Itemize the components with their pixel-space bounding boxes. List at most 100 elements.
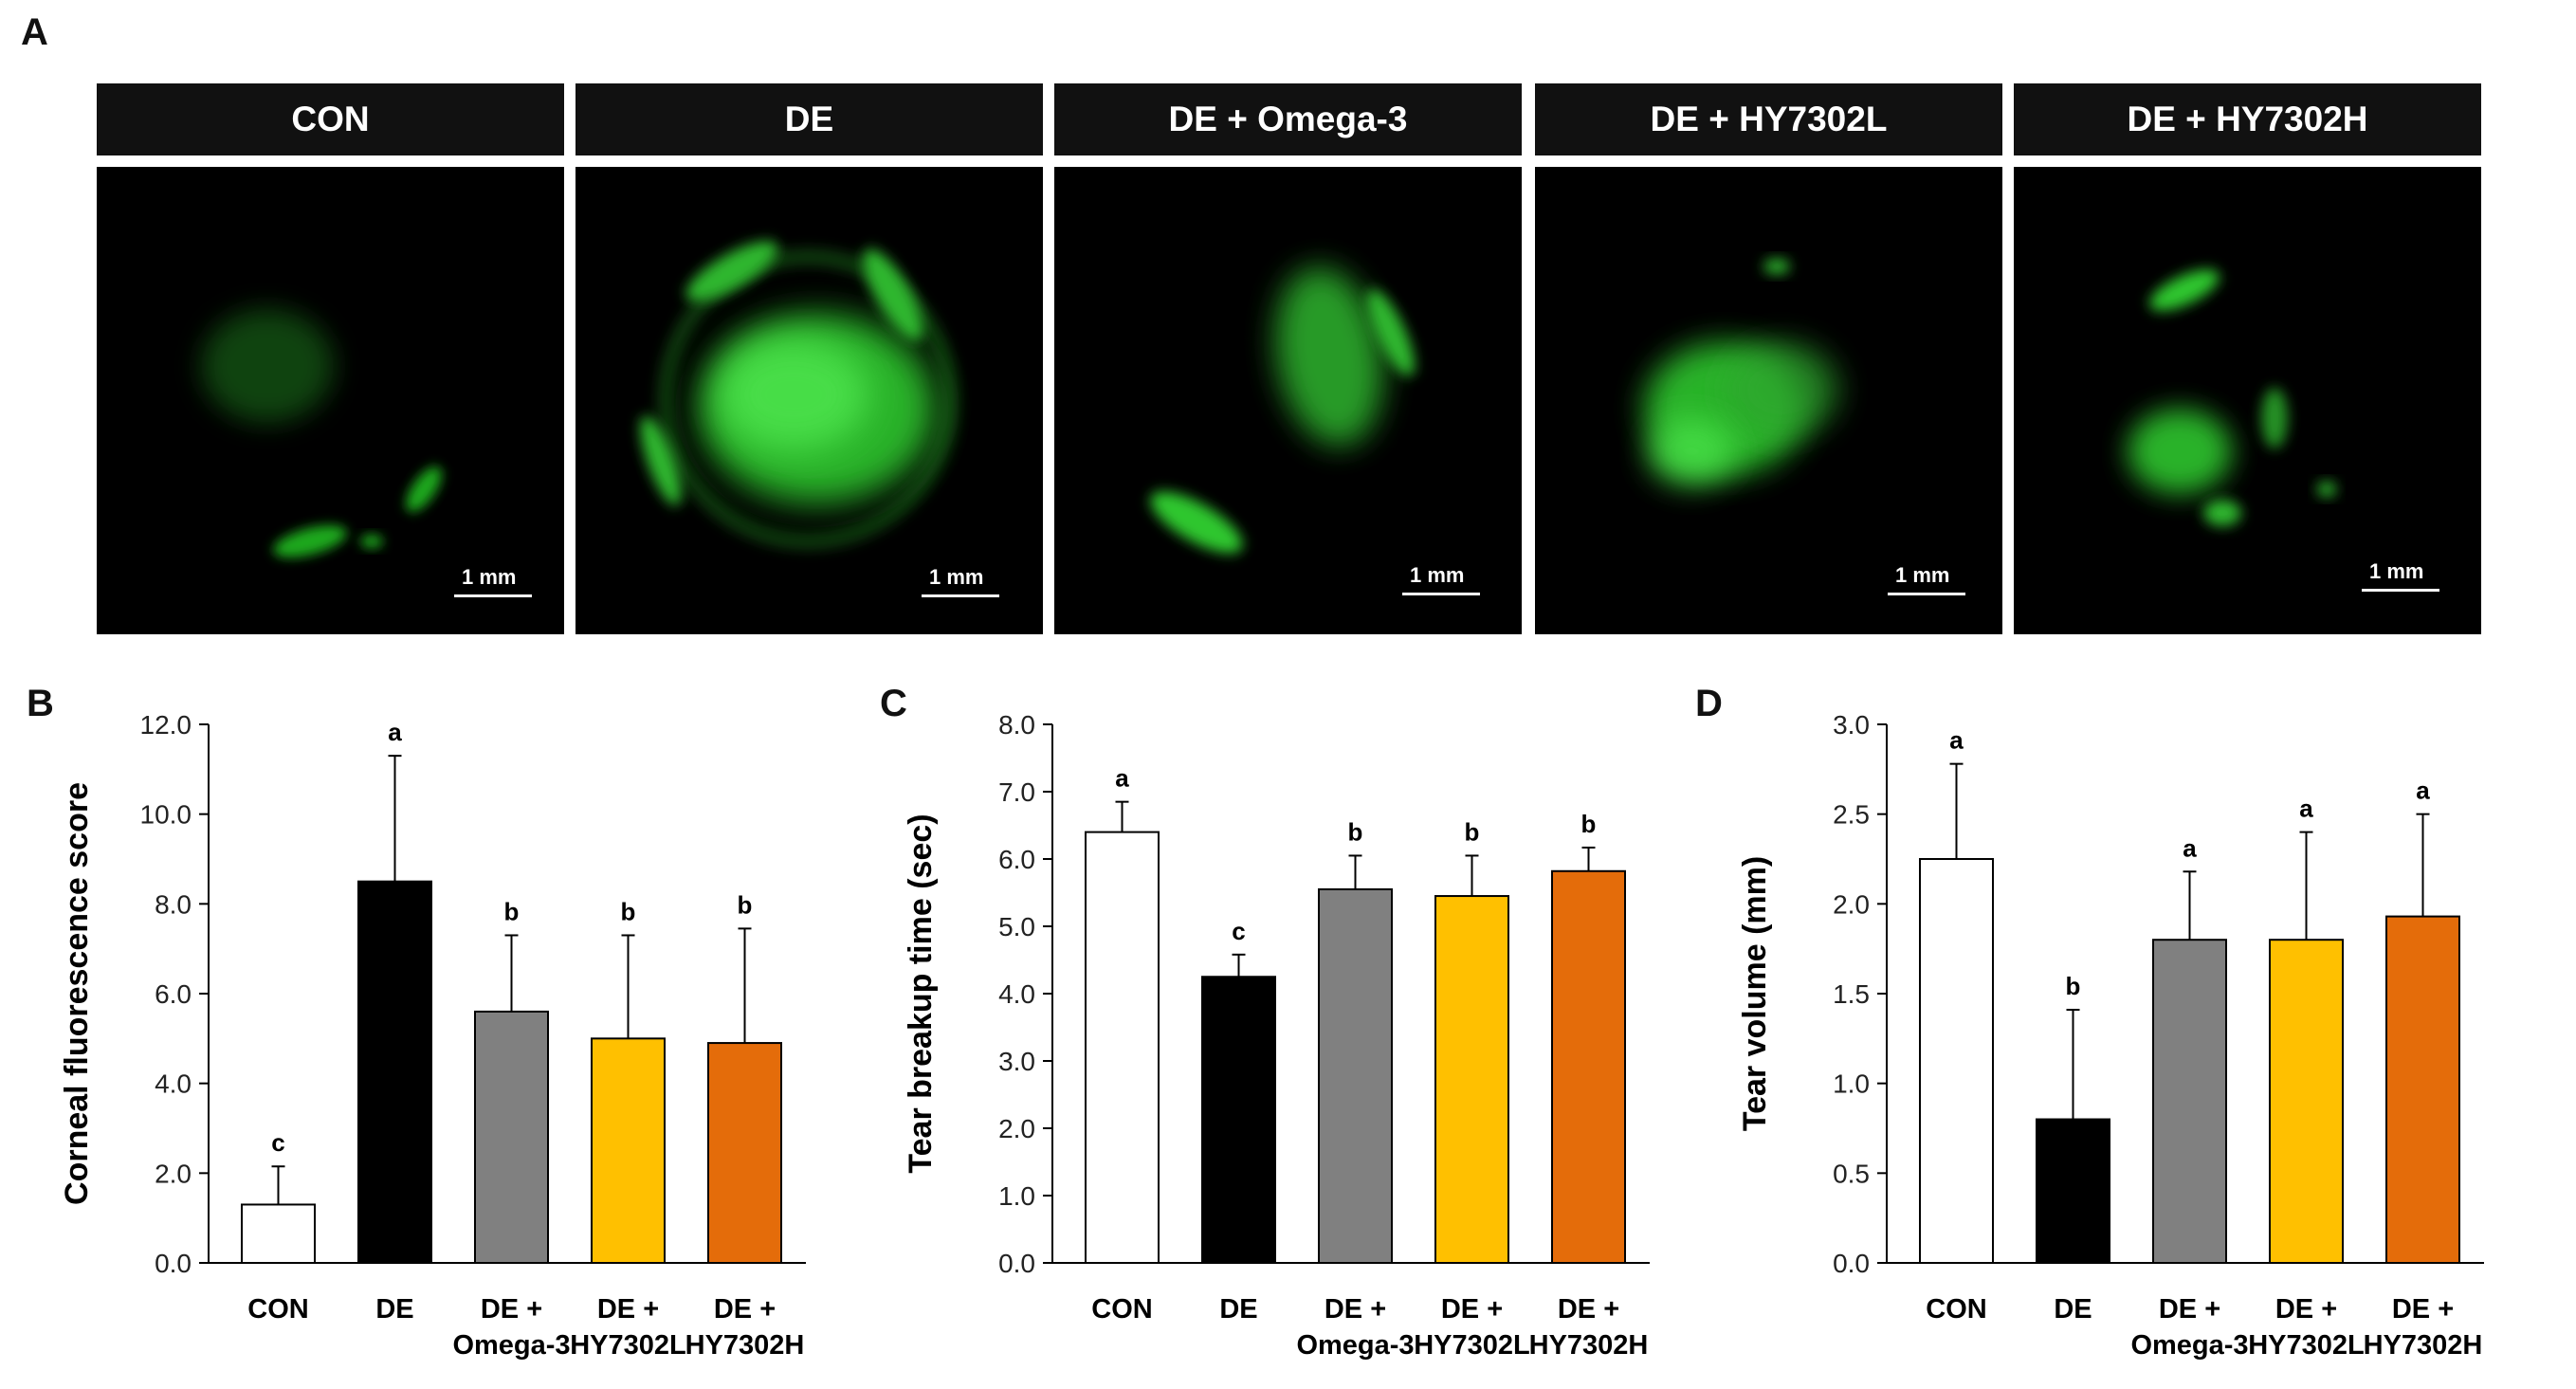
x-category-label: DE +: [1441, 1294, 1503, 1325]
y-tick-label: 3.0: [998, 1047, 1035, 1076]
y-tick-label: 2.0: [998, 1114, 1035, 1143]
image-header: CON: [97, 83, 564, 155]
x-category-label: HY7302H: [1529, 1330, 1649, 1361]
image-header: DE + HY7302H: [2014, 83, 2481, 155]
significance-letter: b: [621, 897, 636, 925]
bar: [2152, 939, 2227, 1264]
microscopy-image: 1 mm: [1535, 167, 2002, 634]
y-tick-label: 4.0: [155, 1069, 192, 1099]
scale-bar-label: 1 mm: [2369, 559, 2424, 583]
x-category-label: DE: [375, 1294, 413, 1325]
image-header: DE + Omega-3: [1054, 83, 1522, 155]
x-category-label: DE +: [2275, 1294, 2337, 1325]
x-category-label: CON: [1926, 1294, 1986, 1325]
y-tick-label: 8.0: [155, 889, 192, 919]
significance-letter: a: [1949, 726, 1964, 755]
bar: [707, 1042, 782, 1265]
x-category-label: DE: [1219, 1294, 1257, 1325]
x-category-label: HY7302L: [570, 1330, 686, 1361]
bar: [1434, 895, 1509, 1265]
y-tick-label: 6.0: [998, 845, 1035, 874]
panel-letter-a: A: [21, 11, 48, 53]
significance-letter: b: [504, 897, 520, 925]
bar: [474, 1010, 549, 1264]
y-tick-label: 2.5: [1833, 800, 1870, 830]
significance-letter: a: [1115, 764, 1129, 793]
y-tick-label: 5.0: [998, 912, 1035, 941]
bar: [591, 1037, 666, 1265]
chart-b-svg: Corneal fluorescence score 0.0 2.0 4.0 6.0 8.…: [59, 710, 806, 1361]
microscopy-image: 1 mm: [2014, 167, 2481, 634]
chart-c: Tear breakup time (sec) 0.0 1.0 2.0 3.0 4.0 5.…: [882, 702, 1697, 1389]
scale-bar: [2362, 589, 2439, 592]
chart-d-svg: Tear volume (mm) 0.0 0.5 1.0 1.5 2.0 2.5 3.0 a CO…: [1737, 710, 2484, 1361]
scale-bar: [1888, 593, 1965, 595]
scale-bar-label: 1 mm: [929, 565, 984, 589]
image-column-hy7302l: DE + HY7302L 1 mm: [1535, 83, 2002, 634]
microscopy-image: 1 mm: [97, 167, 564, 634]
x-category-label: DE +: [2392, 1294, 2454, 1325]
y-axis-label: Tear breakup time (sec): [903, 813, 939, 1173]
x-category-label: Omega-3: [2130, 1330, 2248, 1361]
panel-letter-b: B: [27, 683, 54, 724]
significance-letter: b: [1465, 817, 1480, 846]
y-tick-label: 2.0: [1833, 889, 1870, 919]
microscopy-image: 1 mm: [1054, 167, 1522, 634]
bar: [1085, 831, 1160, 1264]
x-category-label: DE +: [1558, 1294, 1619, 1325]
image-column-omega3: DE + Omega-3 1 mm: [1054, 83, 1522, 634]
y-tick-label: 8.0: [998, 710, 1035, 740]
x-category-label: DE +: [2159, 1294, 2220, 1325]
image-header: DE: [575, 83, 1043, 155]
significance-letter: b: [1348, 817, 1363, 846]
significance-letter: b: [2066, 972, 2081, 1000]
image-column-con: CON 1 mm: [97, 83, 564, 634]
bar: [1551, 869, 1626, 1264]
bar: [2269, 939, 2344, 1264]
significance-letter: c: [271, 1128, 284, 1157]
y-tick-label: 3.0: [1833, 710, 1870, 740]
image-column-de: DE 1 mm: [575, 83, 1043, 634]
y-tick-label: 1.0: [998, 1181, 1035, 1211]
y-tick-label: 4.0: [998, 979, 1035, 1009]
x-category-label: DE: [2054, 1294, 2092, 1325]
significance-letter: a: [2299, 795, 2313, 823]
bar: [1919, 858, 1994, 1264]
y-tick-label: 0.0: [1833, 1249, 1870, 1278]
y-tick-label: 1.0: [1833, 1069, 1870, 1099]
y-tick-label: 1.5: [1833, 979, 1870, 1009]
scale-bar: [1402, 593, 1480, 595]
scale-bar-label: 1 mm: [1410, 563, 1465, 587]
x-category-label: DE +: [714, 1294, 776, 1325]
x-category-label: CON: [247, 1294, 308, 1325]
chart-d: Tear volume (mm) 0.0 0.5 1.0 1.5 2.0 2.5 3.0 a CO…: [1716, 702, 2531, 1389]
y-tick-label: 0.5: [1833, 1159, 1870, 1188]
x-category-label: HY7302L: [1414, 1330, 1530, 1361]
x-category-label: HY7302H: [2364, 1330, 2483, 1361]
x-category-label: DE +: [1325, 1294, 1386, 1325]
y-tick-label: 0.0: [155, 1249, 192, 1278]
bar: [241, 1203, 316, 1265]
scale-bar: [454, 594, 532, 597]
y-tick-label: 7.0: [998, 777, 1035, 807]
significance-letter: a: [2416, 777, 2430, 805]
x-category-label: HY7302L: [2248, 1330, 2365, 1361]
significance-letter: a: [2183, 833, 2197, 862]
y-tick-label: 10.0: [140, 800, 192, 830]
chart-b: Corneal fluorescence score 0.0 2.0 4.0 6.0 8.…: [38, 702, 853, 1389]
x-category-label: Omega-3: [452, 1330, 570, 1361]
x-category-label: DE +: [597, 1294, 659, 1325]
significance-letter: b: [1581, 810, 1597, 838]
panel-letter-c: C: [880, 683, 907, 724]
chart-c-svg: Tear breakup time (sec) 0.0 1.0 2.0 3.0 4.0 5.…: [903, 710, 1650, 1361]
y-axis-label: Tear volume (mm): [1737, 856, 1773, 1131]
x-category-label: Omega-3: [1296, 1330, 1414, 1361]
bar: [2036, 1118, 2110, 1264]
scale-bar: [922, 594, 999, 597]
panel-letter-d: D: [1695, 683, 1723, 724]
image-column-hy7302h: DE + HY7302H 1 mm: [2014, 83, 2481, 634]
x-category-label: CON: [1091, 1294, 1152, 1325]
bar: [357, 880, 432, 1265]
y-tick-label: 6.0: [155, 979, 192, 1009]
bar: [1318, 887, 1393, 1264]
